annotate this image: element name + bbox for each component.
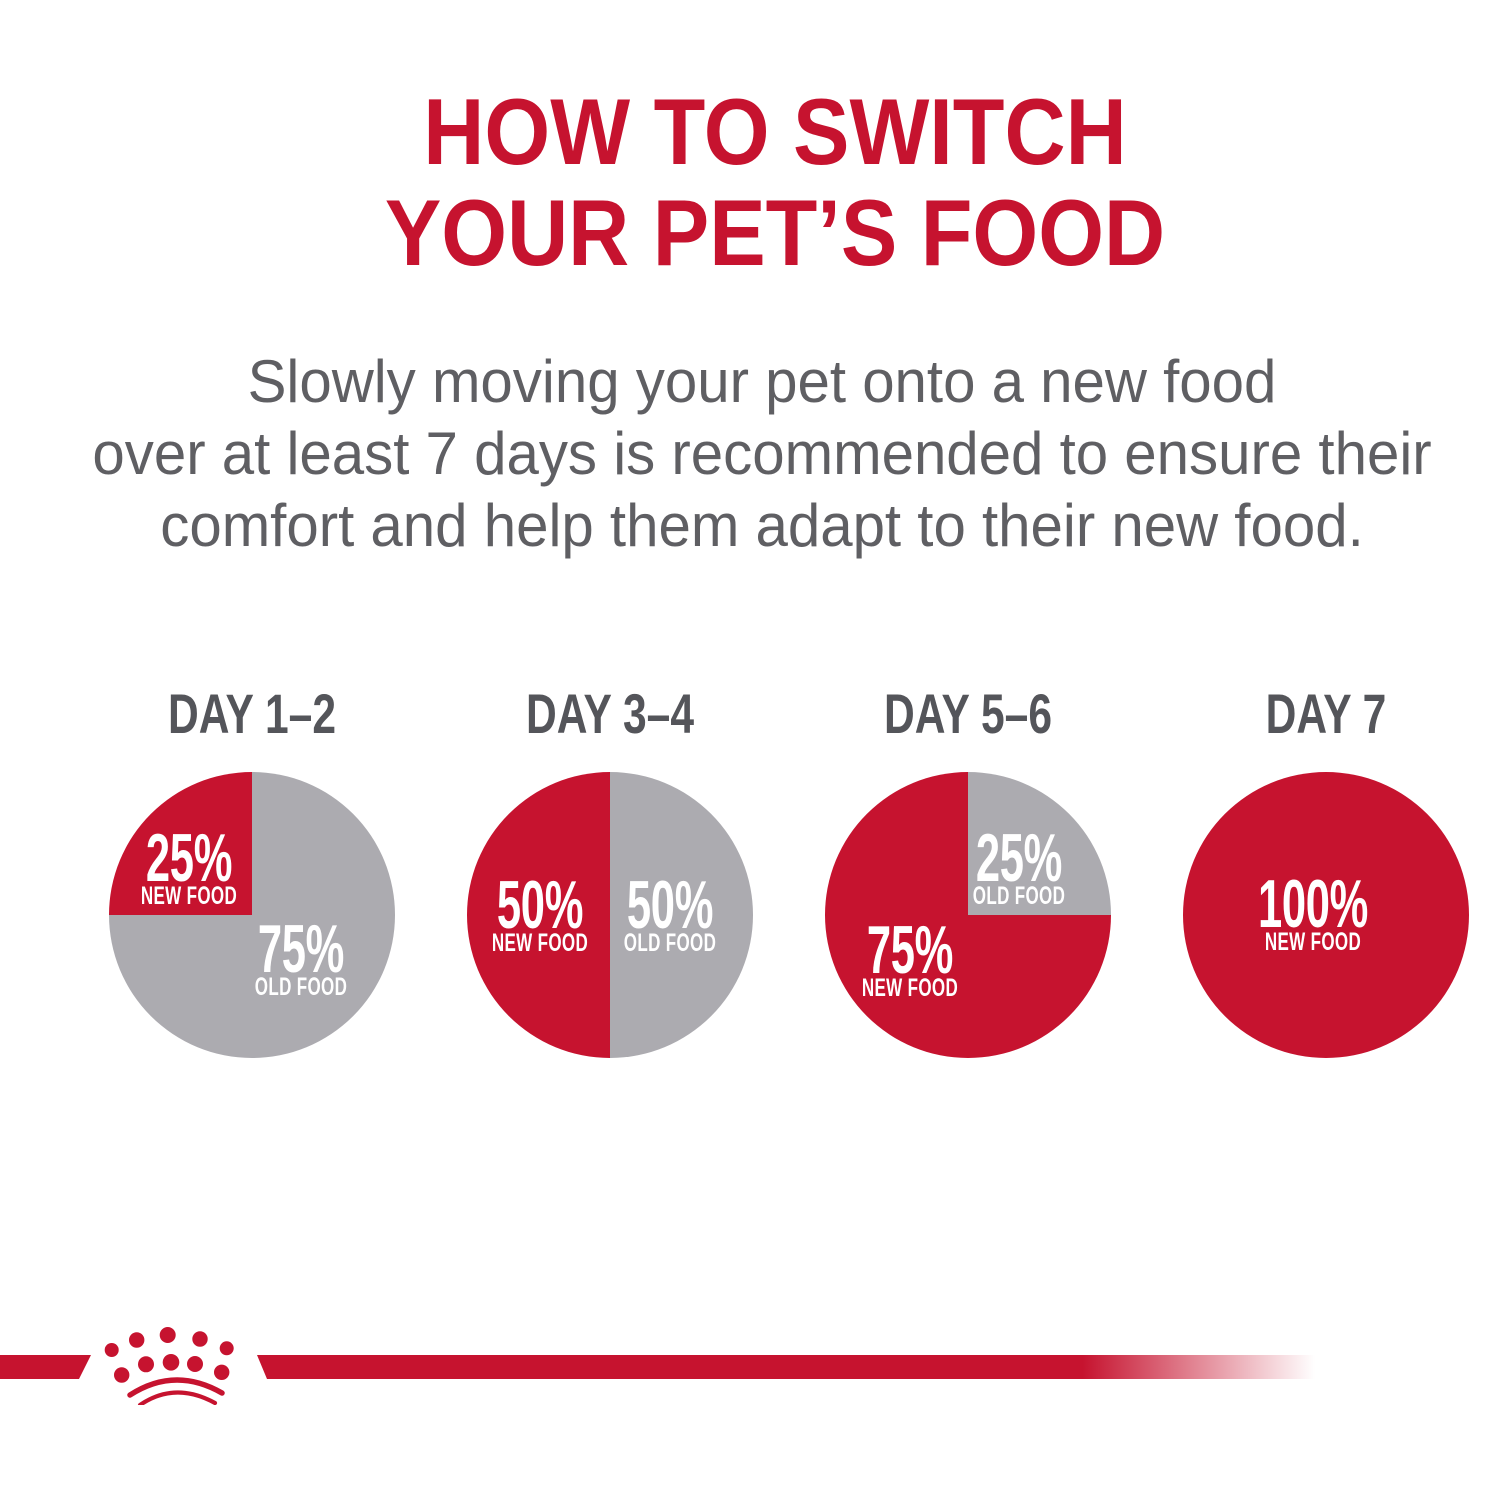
- slice-caption: NEW FOOD: [140, 882, 238, 911]
- pie-slice-label: 100% NEW FOOD: [1227, 865, 1399, 956]
- day-column: DAY 7 100% NEW FOOD: [1183, 685, 1469, 1058]
- page-title-line-2: YOUR PET’S FOOD: [384, 180, 1166, 285]
- pie-slice-label: 50% OLD FOOD: [602, 867, 738, 957]
- pie-chart: 100% NEW FOOD: [1183, 772, 1469, 1058]
- slice-caption: NEW FOOD: [1265, 927, 1362, 956]
- page-title: HOW TO SWITCH YOUR PET’S FOOD: [0, 81, 1500, 283]
- slice-caption: NEW FOOD: [491, 929, 589, 957]
- page-title-line-1: HOW TO SWITCH: [423, 79, 1127, 184]
- day-column: DAY 1–2 25% NEW FOOD 75% OLD FOOD: [109, 685, 395, 1058]
- day-heading: DAY 3–4: [525, 682, 695, 745]
- royal-canin-crown-logo-icon: [104, 1327, 234, 1405]
- slice-caption: OLD FOOD: [254, 972, 347, 1001]
- day-heading: DAY 5–6: [883, 682, 1053, 745]
- slice-percentage: 25%: [976, 820, 1063, 897]
- page-subtitle: Slowly moving your pet onto a new food o…: [0, 346, 1500, 562]
- pie-slice-label: 75% NEW FOOD: [839, 911, 981, 1002]
- pie-slice-label: 25% NEW FOOD: [118, 820, 260, 911]
- slice-percentage: 100%: [1258, 865, 1369, 942]
- slice-percentage: 50%: [626, 867, 714, 943]
- slice-percentage: 75%: [257, 910, 344, 987]
- subtitle-line-2: over at least 7 days is recommended to e…: [92, 420, 1432, 487]
- day-heading: DAY 1–2: [167, 682, 337, 745]
- pie-chart: 50% NEW FOOD 50% OLD FOOD: [467, 772, 753, 1058]
- subtitle-line-3: comfort and help them adapt to their new…: [160, 492, 1364, 559]
- day-column: DAY 5–6 25% OLD FOOD 75% NEW FOOD: [825, 685, 1111, 1058]
- pie-chart: 25% NEW FOOD 75% OLD FOOD: [109, 772, 395, 1058]
- slice-caption: NEW FOOD: [861, 973, 959, 1002]
- footer-band-left: [0, 1355, 91, 1379]
- pie-slice-label: 50% NEW FOOD: [469, 867, 611, 957]
- day-heading: DAY 7: [1265, 682, 1387, 745]
- pie-slice-label: 75% OLD FOOD: [233, 910, 369, 1001]
- day-column: DAY 3–4 50% NEW FOOD 50% OLD FOOD: [467, 685, 753, 1058]
- slice-caption: OLD FOOD: [973, 882, 1066, 911]
- pie-chart: 25% OLD FOOD 75% NEW FOOD: [825, 772, 1111, 1058]
- slice-caption: OLD FOOD: [623, 929, 717, 957]
- slice-percentage: 50%: [496, 867, 583, 943]
- slice-percentage: 75%: [866, 911, 954, 988]
- subtitle-line-1: Slowly moving your pet onto a new food: [247, 348, 1277, 415]
- slice-percentage: 25%: [145, 820, 233, 897]
- footer-band-right: [257, 1355, 1315, 1379]
- pie-slice-label: 25% OLD FOOD: [952, 820, 1088, 911]
